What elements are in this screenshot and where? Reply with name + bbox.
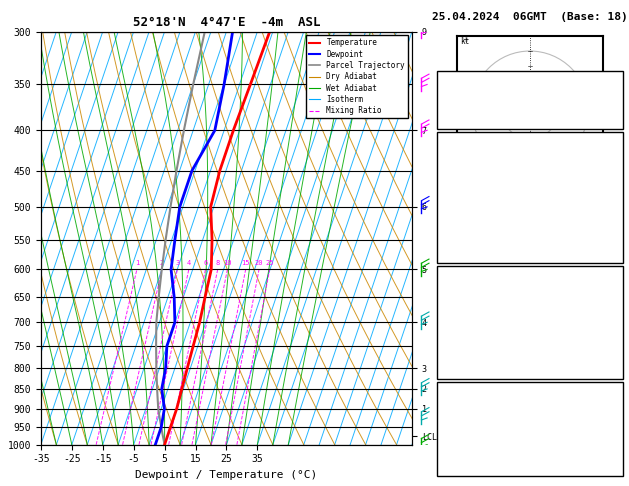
Y-axis label: hPa: hPa	[0, 229, 2, 247]
Text: 19: 19	[606, 460, 618, 469]
Text: 290: 290	[600, 307, 618, 317]
Text: 8: 8	[216, 260, 220, 266]
Text: SREH: SREH	[442, 423, 465, 433]
Text: 41: 41	[606, 96, 618, 106]
Text: K: K	[442, 78, 448, 87]
Text: EH: EH	[442, 404, 454, 414]
Text: 11: 11	[606, 210, 618, 220]
Text: 1: 1	[135, 260, 139, 266]
Text: 10: 10	[460, 37, 469, 43]
Text: CIN (J): CIN (J)	[442, 363, 483, 372]
Text: 20: 20	[255, 260, 264, 266]
Text: 13°: 13°	[600, 441, 618, 451]
Text: 20: 20	[460, 75, 469, 81]
Text: Surface: Surface	[509, 138, 550, 148]
Y-axis label: km
ASL: km ASL	[454, 228, 470, 248]
Text: 10: 10	[606, 78, 618, 87]
Text: CAPE (J): CAPE (J)	[442, 344, 489, 354]
Text: 0: 0	[612, 344, 618, 354]
Text: 6: 6	[203, 260, 208, 266]
Text: 0: 0	[612, 228, 618, 238]
Text: CIN (J): CIN (J)	[442, 247, 483, 257]
Text: 3: 3	[612, 363, 618, 372]
Text: 4: 4	[187, 260, 191, 266]
Text: 5: 5	[612, 155, 618, 164]
Text: 975: 975	[600, 289, 618, 298]
Text: Lifted Index: Lifted Index	[442, 210, 513, 220]
Text: 15: 15	[242, 260, 250, 266]
Text: Dewp (°C): Dewp (°C)	[442, 173, 495, 183]
Legend: Temperature, Dewpoint, Parcel Trajectory, Dry Adiabat, Wet Adiabat, Isotherm, Mi: Temperature, Dewpoint, Parcel Trajectory…	[306, 35, 408, 118]
Text: Lifted Index: Lifted Index	[442, 326, 513, 335]
Title: 52°18'N  4°47'E  -4m  ASL: 52°18'N 4°47'E -4m ASL	[133, 16, 320, 29]
Text: θᴄ (K): θᴄ (K)	[442, 307, 477, 317]
Text: 5: 5	[612, 404, 618, 414]
Text: Temp (°C): Temp (°C)	[442, 155, 495, 164]
Text: 10: 10	[223, 260, 231, 266]
Text: © weatheronline.co.uk: © weatheronline.co.uk	[477, 469, 582, 479]
Text: Pressure (mb): Pressure (mb)	[442, 289, 518, 298]
Text: 25: 25	[265, 260, 274, 266]
Text: StmDir: StmDir	[442, 441, 477, 451]
Text: 1.9: 1.9	[600, 173, 618, 183]
Text: 2: 2	[160, 260, 164, 266]
Text: θᴄ(K): θᴄ(K)	[442, 191, 472, 201]
X-axis label: Dewpoint / Temperature (°C): Dewpoint / Temperature (°C)	[135, 470, 318, 480]
Text: 0.97: 0.97	[594, 115, 618, 124]
Text: 25.04.2024  06GMT  (Base: 18): 25.04.2024 06GMT (Base: 18)	[432, 12, 628, 22]
Text: PW (cm): PW (cm)	[442, 115, 483, 124]
Text: StmSpd (kt): StmSpd (kt)	[442, 460, 507, 469]
Text: 0: 0	[612, 247, 618, 257]
Text: Hodograph: Hodograph	[503, 388, 557, 398]
Text: 4: 4	[612, 423, 618, 433]
Text: Most Unstable: Most Unstable	[492, 272, 568, 282]
Text: kt: kt	[460, 37, 469, 46]
Text: Totals Totals: Totals Totals	[442, 96, 518, 106]
Text: CAPE (J): CAPE (J)	[442, 228, 489, 238]
Text: 11: 11	[606, 326, 618, 335]
Text: 3: 3	[175, 260, 179, 266]
Text: 289: 289	[600, 191, 618, 201]
